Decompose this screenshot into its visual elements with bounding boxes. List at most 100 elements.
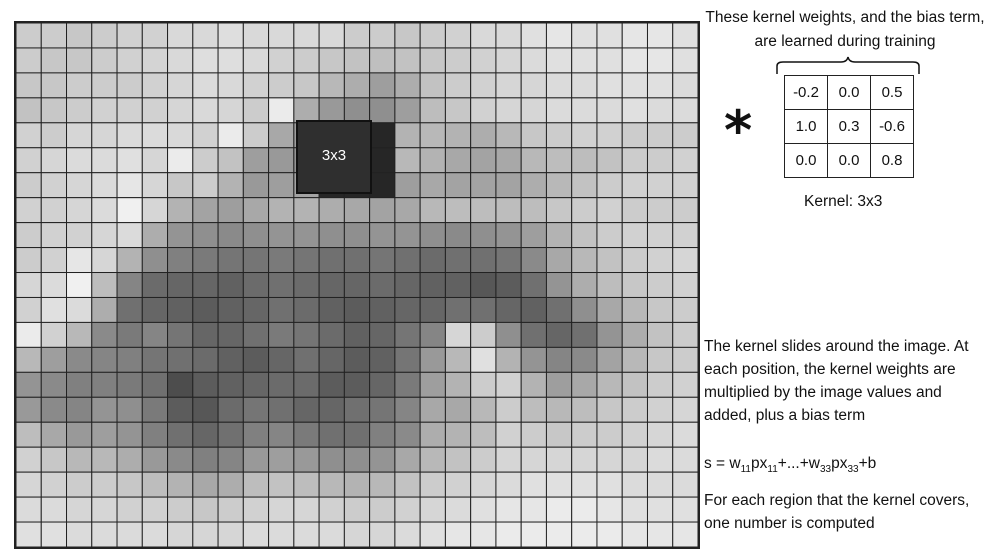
pixel-cell (217, 396, 244, 423)
pixel-cell (217, 172, 244, 199)
pixel-cell (444, 421, 472, 448)
kernel-weight-cell: -0.2 (784, 75, 828, 110)
pixel-cell (646, 471, 674, 498)
pixel-cell (646, 23, 674, 49)
pixel-cell (419, 371, 446, 398)
pixel-cell (596, 371, 623, 398)
pixel-cell (217, 47, 244, 74)
pixel-cell (470, 122, 497, 149)
pixel-cell (444, 446, 472, 473)
pixel-cell (293, 296, 320, 323)
pixel-cell (167, 147, 194, 174)
pixel-cell (268, 496, 295, 523)
pixel-cell (16, 371, 42, 398)
pixel-cell (369, 122, 396, 149)
pixel-cell (116, 471, 143, 498)
pixel-cell (571, 47, 598, 74)
pixel-cell (470, 72, 497, 99)
pixel-cell (571, 23, 598, 49)
pixel-cell (293, 272, 320, 298)
pixel-cell (141, 321, 169, 348)
pixel-cell (217, 197, 244, 224)
pixel-cell (192, 47, 219, 74)
pixel-cell (495, 471, 522, 498)
pixel-cell (116, 296, 143, 323)
convolution-symbol: * (724, 99, 753, 162)
pixel-cell (268, 321, 295, 348)
pixel-cell (394, 172, 421, 199)
pixel-cell (444, 272, 472, 298)
pixel-cell (495, 371, 522, 398)
pixel-cell (40, 371, 68, 398)
pixel-cell (116, 147, 143, 174)
pixel-cell (419, 172, 446, 199)
pixel-cell (646, 272, 674, 298)
pixel-cell (66, 346, 93, 373)
pixel-cell (545, 496, 573, 523)
pixel-cell (66, 471, 93, 498)
pixel-cell (217, 23, 244, 49)
pixel-cell (520, 496, 547, 523)
pixel-cell (16, 97, 42, 124)
pixel-cell (470, 172, 497, 199)
pixel-cell (217, 521, 244, 547)
kernel-weight-cell: 1.0 (784, 109, 828, 144)
pixel-cell (192, 521, 219, 547)
pixel-cell (419, 47, 446, 74)
pixel-cell (596, 321, 623, 348)
region-output-explanation: For each region that the kernel covers, … (704, 492, 970, 532)
pixel-cell (646, 147, 674, 174)
pixel-cell (646, 97, 674, 124)
pixel-cell (419, 122, 446, 149)
pixel-cell (192, 97, 219, 124)
pixel-cell (268, 521, 295, 547)
pixel-cell (167, 346, 194, 373)
pixel-cell (16, 296, 42, 323)
pixel-cell (141, 222, 169, 249)
pixel-cell (16, 421, 42, 448)
pixel-cell (419, 496, 446, 523)
pixel-cell (268, 23, 295, 49)
pixel-cell (40, 72, 68, 99)
pixel-cell (621, 222, 648, 249)
pixel-cell (369, 97, 396, 124)
pixel-cell (419, 147, 446, 174)
pixel-cell (672, 521, 698, 547)
pixel-cell (571, 172, 598, 199)
pixel-cell (91, 247, 118, 274)
pixel-cell (672, 23, 698, 49)
pixel-cell (293, 47, 320, 74)
pixel-cell (419, 471, 446, 498)
pixel-cell (192, 272, 219, 298)
pixel-cell (596, 421, 623, 448)
pixel-cell (141, 47, 169, 74)
pixel-cell (545, 421, 573, 448)
pixel-cell (646, 371, 674, 398)
pixel-cell (621, 321, 648, 348)
pixel-cell (318, 247, 345, 274)
pixel-cell (318, 496, 345, 523)
pixel-cell (16, 521, 42, 547)
pixel-cell (141, 371, 169, 398)
pixel-cell (369, 296, 396, 323)
pixel-cell (394, 471, 421, 498)
pixel-cell (318, 296, 345, 323)
pixel-cell (520, 396, 547, 423)
pixel-cell (217, 97, 244, 124)
pixel-cell (545, 23, 573, 49)
pixel-cell (343, 471, 371, 498)
pixel-cell (444, 197, 472, 224)
pixel-cell (268, 296, 295, 323)
pixel-cell (621, 247, 648, 274)
pixel-cell (369, 72, 396, 99)
pixel-cell (66, 321, 93, 348)
pixel-cell (394, 247, 421, 274)
pixel-cell (520, 346, 547, 373)
pixel-cell (16, 346, 42, 373)
pixel-cell (40, 396, 68, 423)
pixel-cell (520, 97, 547, 124)
pixel-cell (495, 147, 522, 174)
pixel-cell (293, 396, 320, 423)
pixel-cell (16, 471, 42, 498)
pixel-cell (470, 521, 497, 547)
